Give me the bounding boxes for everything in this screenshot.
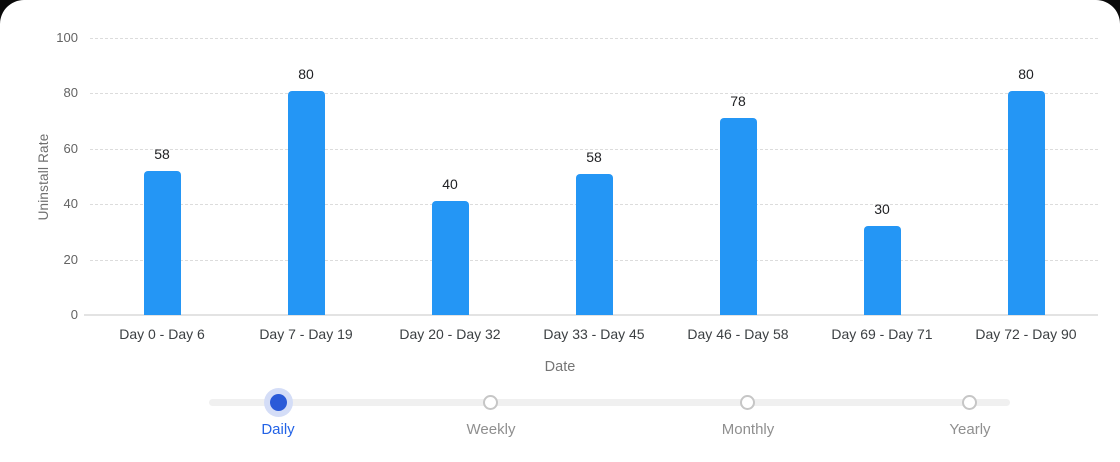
bar[interactable]: [1007, 90, 1045, 315]
y-tick-label: 0: [70, 307, 78, 322]
slider-stop-label[interactable]: Daily: [261, 421, 295, 438]
x-tick-label: Day 46 - Day 58: [687, 326, 789, 342]
x-axis-title: Date: [544, 359, 576, 375]
x-tick-label: Day 7 - Day 19: [259, 326, 353, 342]
gridline: [90, 93, 1098, 95]
y-tick-label: 20: [63, 251, 78, 267]
x-axis-ticks: Day 0 - Day 6 Day 7 - Day 19 Day 20 - Day …: [90, 325, 1098, 345]
bar[interactable]: [863, 226, 901, 315]
gridline: [90, 38, 1098, 39]
slider-stop-circle-icon[interactable]: [483, 395, 498, 410]
y-tick-label: 80: [63, 85, 78, 101]
slider-stop-circle-icon[interactable]: [962, 395, 977, 410]
slider-stop-label[interactable]: Monthly: [721, 421, 775, 438]
slider-stop-label[interactable]: Yearly: [949, 421, 991, 438]
slider-thumb-icon[interactable]: [270, 394, 287, 411]
bar-value-label: 40: [442, 176, 458, 193]
x-tick-label: Day 0 - Day 6: [119, 326, 205, 342]
plot-area: 58 80 40 58 78 30 80: [84, 38, 1098, 316]
interval-slider: Daily Weekly Monthly Yearly: [0, 386, 1120, 452]
bar-value-label: 80: [298, 65, 314, 82]
bar-value-label: 78: [730, 93, 746, 110]
bar[interactable]: [431, 201, 469, 315]
bar-value-label: 58: [586, 148, 602, 165]
slider-track[interactable]: [209, 399, 1010, 406]
bar-value-label: 30: [874, 201, 890, 218]
y-axis-ticks: 0 20 40 60 80 100: [0, 30, 78, 322]
bar[interactable]: [719, 118, 757, 315]
x-tick-label: Day 20 - Day 32: [399, 326, 501, 342]
x-tick-label: Day 72 - Day 90: [975, 326, 1077, 342]
x-tick-label: Day 69 - Day 71: [831, 326, 933, 342]
bar[interactable]: [143, 170, 181, 315]
bar-value-label: 80: [1018, 65, 1034, 82]
gridline: [90, 148, 1098, 150]
y-tick-label: 40: [63, 196, 78, 212]
slider-thumb-halo[interactable]: [264, 388, 293, 417]
x-tick-label: Day 33 - Day 45: [543, 326, 645, 342]
y-tick-label: 60: [63, 140, 78, 156]
bar[interactable]: [287, 90, 325, 315]
slider-stop-circle-icon[interactable]: [740, 395, 755, 410]
y-tick-label: 100: [56, 30, 78, 45]
bar-value-label: 58: [154, 145, 170, 162]
x-axis-baseline: [84, 314, 1098, 316]
bar[interactable]: [575, 173, 613, 315]
slider-stop-label[interactable]: Weekly: [466, 421, 516, 438]
